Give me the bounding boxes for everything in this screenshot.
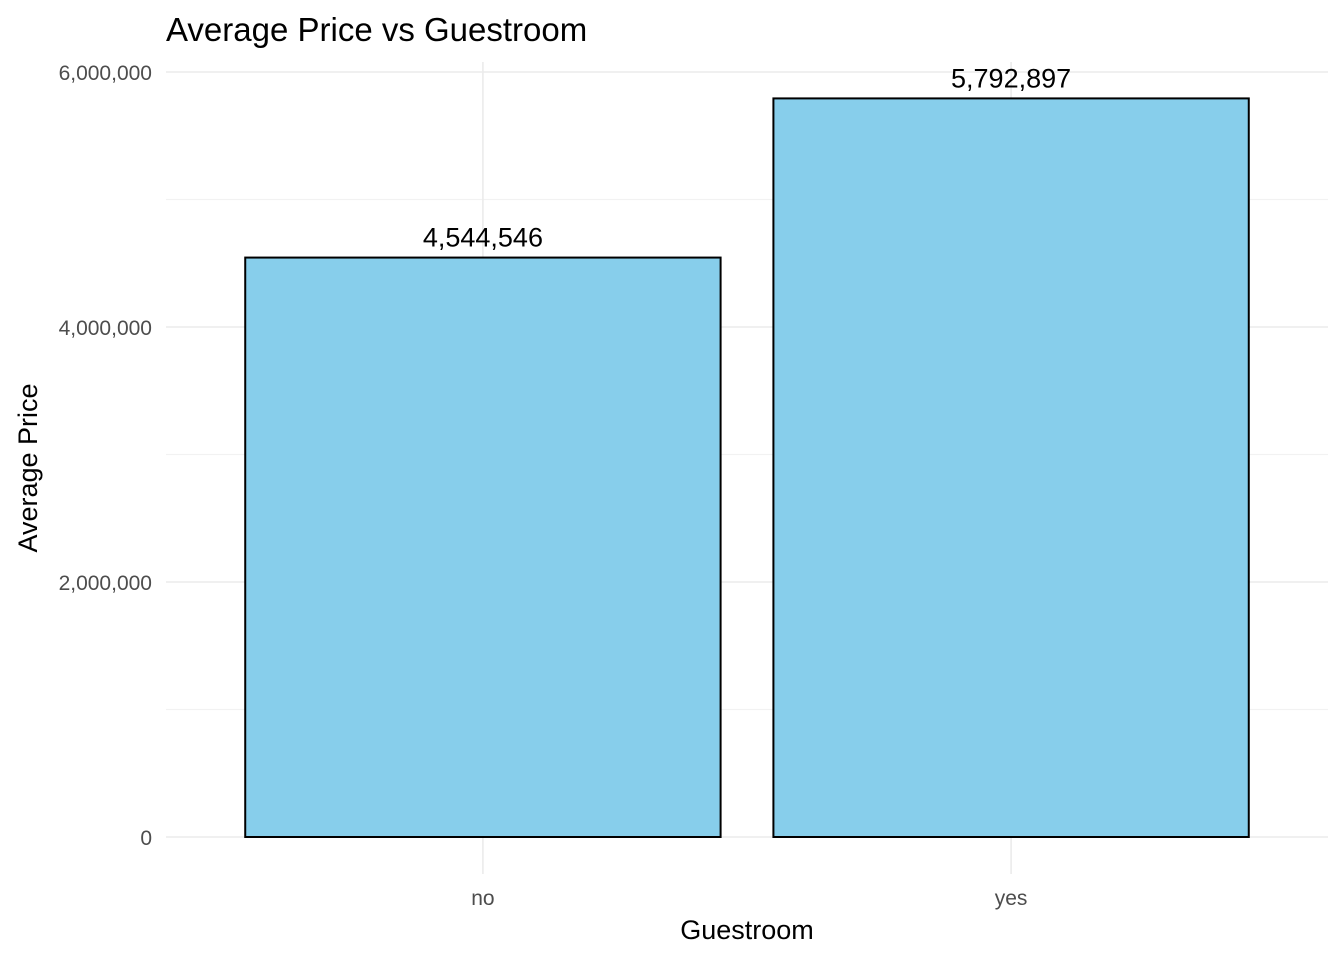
y-tick-label-3: 6,000,000 <box>59 62 152 85</box>
bar-value-label-no: 4,544,546 <box>423 223 543 253</box>
y-tick-label-1: 2,000,000 <box>59 572 152 595</box>
bar-value-label-yes: 5,792,897 <box>951 63 1071 93</box>
bars <box>244 97 1250 838</box>
bar-no <box>244 256 722 838</box>
x-tick-label-yes: yes <box>995 887 1028 910</box>
chart-title: Average Price vs Guestroom <box>166 11 587 48</box>
bar-yes <box>772 97 1250 838</box>
y-axis-tick-labels: 0 2,000,000 4,000,000 6,000,000 <box>59 62 152 850</box>
bar-value-labels: 4,544,546 5,792,897 <box>423 63 1071 252</box>
x-axis-title: Guestroom <box>680 915 814 945</box>
x-tick-label-no: no <box>471 887 494 910</box>
y-axis-title: Average Price <box>13 383 43 552</box>
y-tick-label-2: 4,000,000 <box>59 317 152 340</box>
y-tick-label-0: 0 <box>140 827 152 850</box>
x-axis-tick-labels: no yes <box>471 887 1027 910</box>
